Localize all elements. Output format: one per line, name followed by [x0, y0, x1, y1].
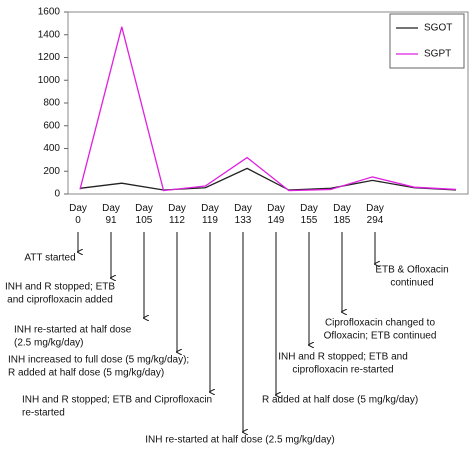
annotation-text: INH and R stopped; ETB: [5, 282, 115, 293]
annotation-text: ETB & Ofloxacin: [375, 265, 448, 276]
annotation-text: INH and R stopped; ETB and: [278, 352, 408, 363]
series-line: [79, 26, 457, 192]
x-tick-label: Day 112: [168, 203, 186, 226]
annotation-text: INH re-started at half dose (2.5 mg/kg/d…: [145, 435, 335, 446]
y-tick-label: 1600: [38, 7, 61, 18]
legend-label: SGPT: [424, 49, 451, 60]
x-tick-label: Day 294: [366, 203, 384, 226]
annotation-text: Ofloxacin; ETB continued: [324, 331, 437, 342]
x-tick-label: Day 149: [267, 203, 285, 226]
annotation-text: Ciprofloxacin changed to: [325, 318, 436, 329]
y-tick-label: 1200: [38, 52, 61, 63]
annotation-text: ciprofloxacin re-started: [292, 365, 393, 376]
annotation-text: INH increased to full dose (5 mg/kg/day)…: [8, 355, 189, 366]
x-tick-label: Day 119: [201, 203, 219, 226]
annotation-text: (2.5 mg/kg/day): [14, 338, 83, 349]
y-tick-label: 1400: [38, 29, 61, 40]
legend-label: SGOT: [424, 23, 452, 34]
x-tick-label: Day 105: [135, 203, 153, 226]
annotation-text: re-started: [22, 408, 65, 419]
x-tick-label: Day 185: [333, 203, 351, 226]
y-tick-label: 400: [43, 143, 60, 154]
y-tick-label: 600: [43, 120, 60, 131]
legend-box: [389, 13, 465, 69]
x-tick-label: Day 0: [69, 203, 87, 226]
y-tick-label: 200: [43, 166, 60, 177]
annotation-text: continued: [390, 278, 433, 289]
annotation-text: INH and R stopped; ETB and Ciprofloxacin: [22, 395, 212, 406]
annotation-text: ATT started: [24, 253, 75, 264]
y-tick-label: 1000: [38, 75, 61, 86]
annotation-text: R added at half dose (5 mg/kg/day): [8, 368, 164, 379]
x-tick-label: Day 155: [300, 203, 318, 226]
y-tick-label: 800: [43, 98, 60, 109]
x-tick-label: Day 133: [234, 203, 252, 226]
y-tick-label: 0: [54, 189, 60, 200]
annotation-text: R added at half dose (5 mg/kg/day): [262, 395, 418, 406]
series-line: [79, 167, 457, 191]
annotation-text: and ciprofloxacin added: [7, 295, 113, 306]
annotation-text: INH re-started at half dose: [14, 325, 132, 336]
x-tick-label: Day 91: [102, 203, 120, 226]
